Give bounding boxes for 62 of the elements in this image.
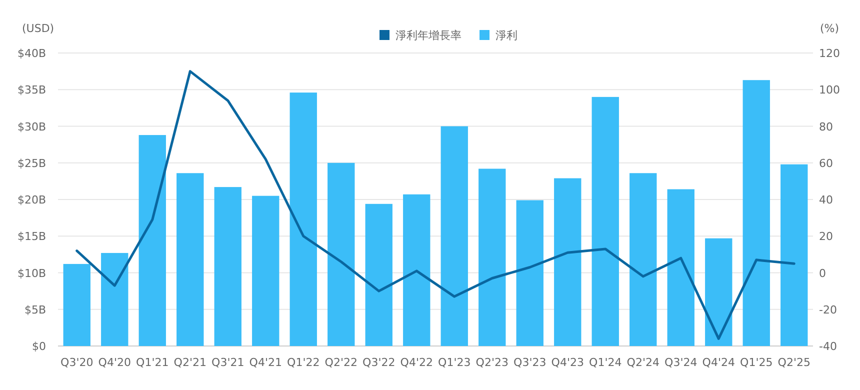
x-tick-label: Q3'24 [664, 356, 698, 369]
bar [214, 187, 242, 346]
y2-tick-label: -40 [819, 340, 837, 353]
y2-tick-label: 100 [819, 84, 840, 97]
y2-tick-label: 60 [819, 156, 833, 170]
y-tick-label: $40B [17, 47, 46, 60]
x-tick-label: Q3'21 [212, 356, 244, 369]
y2-tick-label: 20 [819, 230, 833, 244]
x-tick-label: Q1'25 [740, 356, 773, 369]
x-tick-label: Q4'22 [400, 356, 433, 369]
x-tick-label: Q1'22 [287, 356, 320, 369]
x-tick-label: Q2'24 [626, 356, 660, 369]
bar [328, 162, 355, 346]
y2-tick-label: 120 [819, 47, 840, 60]
y-axis-title: (USD) [22, 22, 54, 35]
bar [705, 238, 732, 346]
y-tick-label: $20B [17, 194, 46, 206]
y2-tick-label: 0 [819, 266, 826, 280]
x-tick-label: Q2'23 [476, 356, 508, 369]
y-tick-label: $25B [17, 156, 46, 170]
y-tick-label: $35B [17, 84, 46, 97]
y2-axis-title: (%) [820, 22, 840, 35]
x-tick-label: Q4'20 [98, 356, 131, 369]
y-tick-label: $30B [17, 120, 46, 134]
bar [176, 173, 204, 346]
y2-tick-label: 40 [819, 194, 833, 206]
bar [63, 264, 90, 346]
y2-tick-label: 80 [819, 120, 833, 134]
bar [101, 252, 128, 346]
bar [780, 164, 808, 346]
bar [478, 168, 506, 346]
x-tick-label: Q3'23 [514, 356, 546, 369]
bar [252, 196, 280, 346]
bar [742, 80, 770, 346]
x-tick-label: Q4'23 [551, 356, 584, 369]
y-tick-label: $5B [24, 303, 46, 316]
bar [440, 126, 468, 346]
x-tick-label: Q4'21 [249, 356, 282, 369]
x-tick-label: Q1'23 [438, 356, 471, 369]
bar [630, 173, 657, 346]
bar [365, 204, 392, 346]
bar [667, 189, 694, 346]
legend-label: 淨利 [496, 29, 518, 42]
x-tick-label: Q2'25 [778, 356, 810, 369]
x-tick-label: Q1'21 [136, 356, 169, 369]
bar [554, 178, 582, 346]
bar [516, 200, 544, 346]
y-tick-label: $10B [17, 266, 46, 280]
legend-label: 淨利年增長率 [396, 29, 462, 42]
x-tick-label: Q2'21 [174, 356, 206, 369]
bar [138, 135, 166, 346]
x-tick-label: Q3'20 [60, 356, 94, 369]
x-tick-label: Q2'22 [324, 356, 358, 369]
x-tick-label: Q1'24 [589, 356, 622, 369]
bar [592, 96, 619, 346]
bar [403, 194, 430, 346]
y-tick-label: $0 [32, 340, 46, 353]
x-tick-label: Q3'22 [362, 356, 396, 369]
y-tick-label: $15B [17, 230, 46, 244]
y2-tick-label: -20 [819, 303, 837, 316]
x-tick-label: Q4'24 [702, 356, 735, 369]
bar [290, 92, 317, 346]
